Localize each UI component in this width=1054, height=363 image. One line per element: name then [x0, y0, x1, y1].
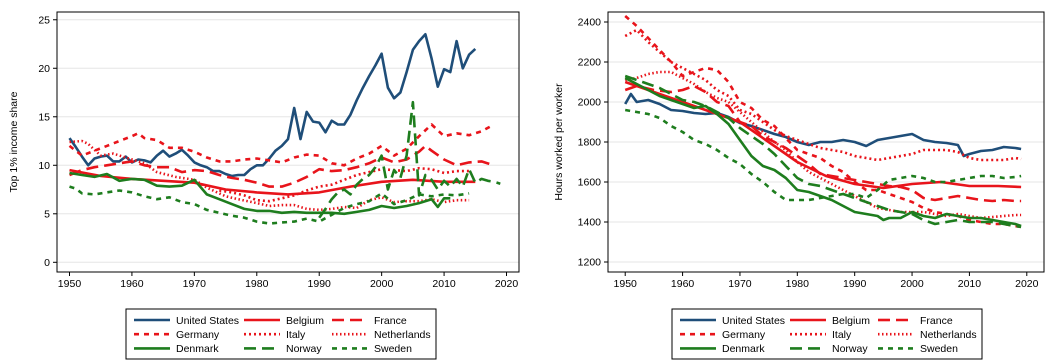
legend-label: Sweden — [374, 343, 412, 355]
legend-label: France — [920, 315, 953, 327]
legend-label: Denmark — [176, 343, 219, 355]
legend-label: Netherlands — [374, 329, 431, 341]
x-tick-label: 1960 — [120, 278, 144, 290]
y-tick-label: 0 — [44, 257, 50, 269]
legend: United States Belgium France Germany Italy Ne… — [671, 308, 983, 360]
top-income-share-chart: 0 5 10 15 20 25 1950 1960 1970 1980 1990 2000 2010 20… — [8, 11, 520, 360]
x-tick-label: 1990 — [843, 278, 867, 290]
x-tick-label: 2020 — [495, 278, 519, 290]
x-tick-label: 2020 — [1015, 278, 1039, 290]
series-line-norway — [624, 74, 1022, 229]
y-tick-label: 2400 — [578, 17, 602, 29]
legend-label: Belgium — [286, 315, 324, 327]
x-tick-label: 2010 — [432, 278, 456, 290]
x-tick-label: 1980 — [245, 278, 269, 290]
series-line-germany — [68, 123, 495, 167]
x-tick-label: 1980 — [786, 278, 810, 290]
legend-label: Germany — [722, 329, 766, 341]
plot-frame — [56, 11, 520, 273]
y-tick-label: 10 — [38, 160, 50, 172]
y-tick-label: 20 — [38, 63, 50, 75]
legend-label: Netherlands — [920, 329, 977, 341]
legend-label: Norway — [286, 343, 322, 355]
series-line-belgium — [624, 80, 1022, 190]
legend-label: Sweden — [920, 343, 958, 355]
y-tick-label: 1200 — [578, 257, 602, 269]
x-tick-label: 1960 — [671, 278, 695, 290]
x-tick-label: 2010 — [958, 278, 982, 290]
y-axis-title: Hours worked per worker — [553, 83, 565, 201]
x-tick-label: 1990 — [308, 278, 332, 290]
legend-box — [125, 308, 437, 360]
legend: United States Belgium France Germany Italy Ne… — [125, 308, 437, 360]
x-tick-label: 2000 — [370, 278, 394, 290]
legend-label: Germany — [176, 329, 220, 341]
legend-label: Italy — [832, 329, 852, 341]
series-line-france — [69, 144, 495, 188]
series-line-denmark — [624, 76, 1022, 228]
y-tick-label: 1800 — [578, 137, 602, 149]
series-line-italy — [624, 28, 1022, 162]
y-tick-label: 1400 — [578, 217, 602, 229]
x-tick-label: 2000 — [900, 278, 924, 290]
series-line-france — [624, 84, 1022, 203]
legend-label: Norway — [832, 343, 868, 355]
x-tick-label: 1970 — [728, 278, 752, 290]
series-line-sweden — [69, 185, 470, 225]
series-line-netherlands — [69, 139, 470, 212]
series-line-united-states — [68, 33, 477, 178]
series-line-norway — [318, 100, 501, 219]
legend-label: Italy — [286, 329, 306, 341]
legend-label: United States — [722, 315, 785, 327]
y-tick-label: 5 — [44, 208, 50, 220]
legend-label: Belgium — [832, 315, 870, 327]
y-tick-label: 2000 — [578, 97, 602, 109]
y-tick-label: 25 — [38, 14, 50, 26]
legend-label: France — [374, 315, 407, 327]
series-line-belgium — [69, 168, 476, 196]
series-line-sweden — [624, 108, 1022, 202]
y-tick-label: 2200 — [578, 57, 602, 69]
x-tick-label: 1950 — [614, 278, 638, 290]
y-tick-label: 1600 — [578, 177, 602, 189]
series-line-denmark — [69, 171, 451, 216]
y-tick-label: 15 — [38, 111, 50, 123]
series-line-germany — [624, 15, 1022, 229]
legend-label: Denmark — [722, 343, 765, 355]
hours-worked-chart: 1200 1400 1600 1800 2000 2200 2400 1950 1960 1970… — [553, 11, 1045, 360]
x-tick-label: 1970 — [183, 278, 207, 290]
x-tick-label: 1950 — [58, 278, 82, 290]
y-axis-title: Top 1% income share — [8, 91, 20, 192]
legend-box — [671, 308, 983, 360]
legend-label: United States — [176, 315, 239, 327]
